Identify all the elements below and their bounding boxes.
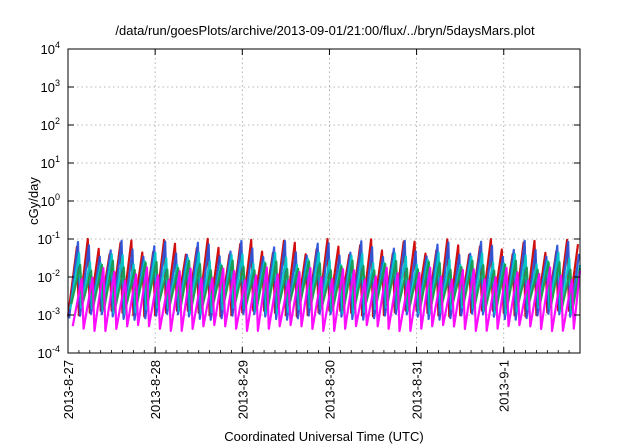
y-tick-label: 104 xyxy=(41,40,60,57)
x-tick-label: 2013-8-28 xyxy=(148,360,163,419)
y-tick-label: 100 xyxy=(41,192,60,209)
y-tick-exponent: 2 xyxy=(55,116,60,126)
chart-title: /data/run/goesPlots/archive/2013-09-01/2… xyxy=(115,23,535,38)
data-series xyxy=(66,237,582,333)
y-tick-exponent: -4 xyxy=(52,344,60,354)
y-tick-exponent: -2 xyxy=(52,268,60,278)
y-tick-base: 10 xyxy=(41,194,55,209)
series-line xyxy=(71,266,582,333)
y-tick-label: 10-4 xyxy=(38,344,60,361)
ticks xyxy=(67,48,581,354)
y-tick-exponent: -1 xyxy=(52,230,60,240)
y-tick-base: 10 xyxy=(38,346,52,361)
y-tick-base: 10 xyxy=(38,232,52,247)
y-tick-exponent: 4 xyxy=(55,40,60,50)
y-tick-exponent: 0 xyxy=(55,192,60,202)
y-tick-label: 10-2 xyxy=(38,268,60,285)
y-tick-label: 101 xyxy=(41,154,60,171)
y-axis-label: cGy/day xyxy=(26,177,41,225)
x-tick-label: 2013-8-31 xyxy=(410,360,425,419)
y-tick-base: 10 xyxy=(41,80,55,95)
y-tick-exponent: -3 xyxy=(52,306,60,316)
x-axis-label: Coordinated Universal Time (UTC) xyxy=(224,429,423,444)
y-tick-exponent: 3 xyxy=(55,78,60,88)
x-tick-label: 2013-8-30 xyxy=(322,360,337,419)
y-tick-base: 10 xyxy=(41,156,55,171)
x-tick-label: 2013-8-27 xyxy=(61,360,76,419)
y-tick-label: 10-3 xyxy=(38,306,60,323)
y-tick-label: 102 xyxy=(41,116,60,133)
y-tick-label: 103 xyxy=(41,78,60,95)
y-tick-exponent: 1 xyxy=(55,154,60,164)
y-tick-base: 10 xyxy=(41,42,55,57)
x-tick-label: 2013-9-1 xyxy=(497,360,512,412)
y-tick-base: 10 xyxy=(38,308,52,323)
y-tick-base: 10 xyxy=(41,118,55,133)
x-tick-label: 2013-8-29 xyxy=(235,360,250,419)
y-tick-base: 10 xyxy=(38,270,52,285)
y-tick-label: 10-1 xyxy=(38,230,60,247)
x-tick-labels: 2013-8-27 2013-8-28 2013-8-29 2013-8-30 2013… xyxy=(61,360,512,419)
